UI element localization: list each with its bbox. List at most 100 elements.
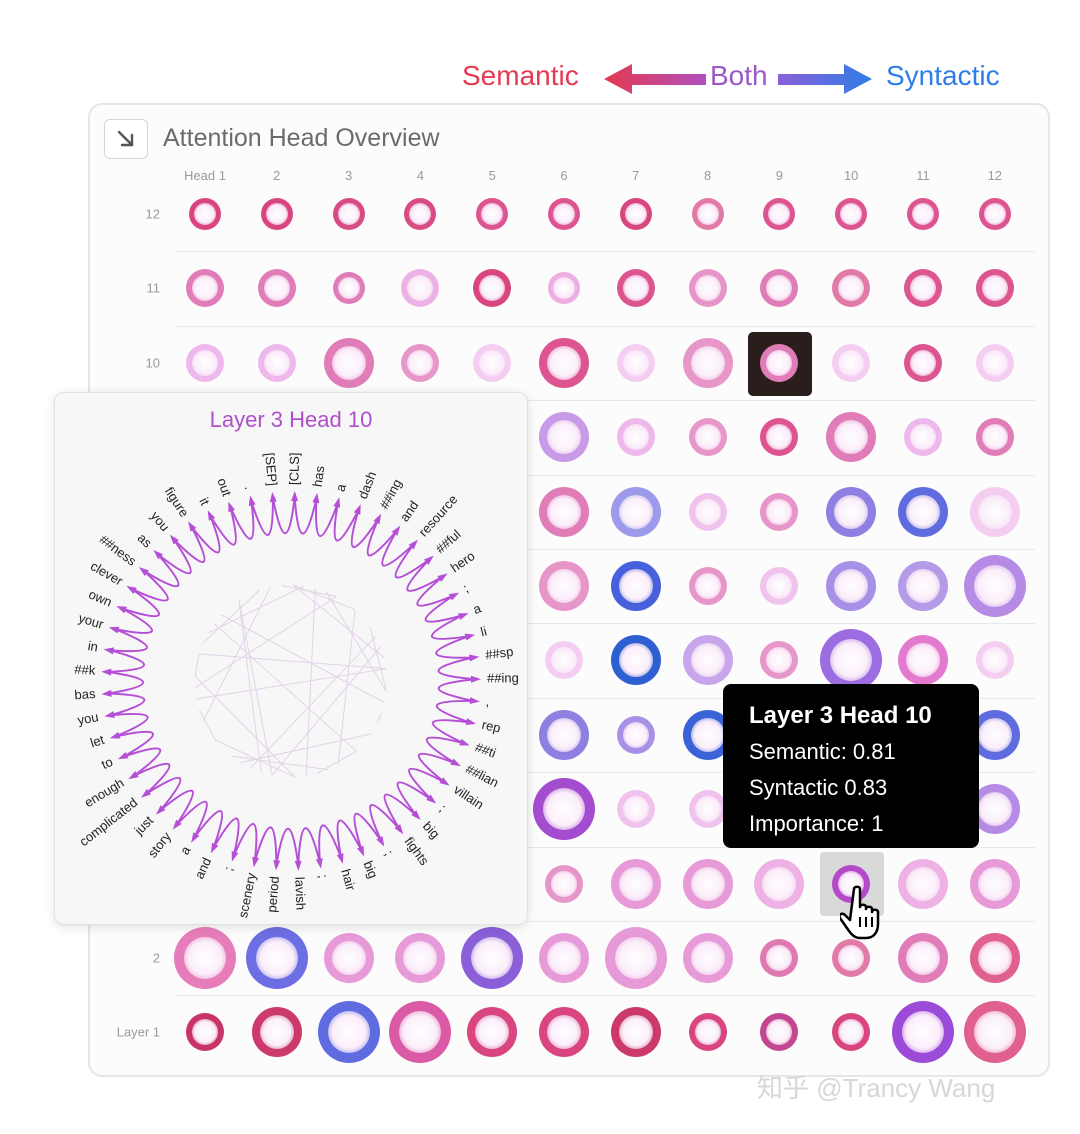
attention-head-glyph[interactable] bbox=[539, 337, 589, 388]
attention-head-glyph[interactable] bbox=[539, 561, 589, 611]
attention-head-glyph[interactable] bbox=[245, 927, 308, 989]
attention-head-glyph[interactable] bbox=[548, 272, 580, 305]
attention-head-glyph[interactable] bbox=[904, 343, 942, 382]
attention-head-glyph[interactable] bbox=[763, 198, 796, 230]
attention-head-glyph[interactable] bbox=[619, 198, 652, 230]
attention-head-glyph[interactable] bbox=[257, 343, 296, 382]
attention-head-glyph[interactable] bbox=[969, 784, 1020, 835]
attention-head-glyph[interactable] bbox=[975, 641, 1014, 680]
attention-head-glyph[interactable] bbox=[539, 412, 589, 463]
attention-head-glyph[interactable] bbox=[688, 418, 727, 457]
attention-head-glyph[interactable] bbox=[904, 418, 942, 457]
attention-head-glyph[interactable] bbox=[898, 561, 948, 611]
attention-head-glyph[interactable] bbox=[760, 641, 799, 680]
attention-head-glyph[interactable] bbox=[476, 198, 509, 230]
attention-head-glyph[interactable] bbox=[610, 561, 661, 611]
attention-head-glyph[interactable] bbox=[832, 939, 871, 977]
attention-head-glyph[interactable] bbox=[963, 555, 1026, 617]
attention-head-glyph[interactable] bbox=[820, 629, 883, 692]
attention-head-glyph[interactable] bbox=[682, 635, 733, 686]
attention-head-glyph[interactable] bbox=[907, 198, 939, 230]
attention-head-glyph[interactable] bbox=[826, 561, 877, 611]
attention-head-glyph[interactable] bbox=[832, 269, 871, 308]
attention-head-glyph[interactable] bbox=[539, 933, 589, 983]
attention-head-glyph[interactable] bbox=[688, 567, 727, 605]
attention-head-glyph[interactable] bbox=[754, 858, 805, 909]
attention-head-glyph[interactable] bbox=[892, 1001, 954, 1064]
attention-head-glyph[interactable] bbox=[760, 418, 799, 457]
attention-head-glyph[interactable] bbox=[688, 1013, 727, 1052]
attention-head-glyph[interactable] bbox=[323, 337, 374, 388]
attention-head-glyph[interactable] bbox=[760, 343, 799, 382]
attention-head-glyph[interactable] bbox=[401, 269, 440, 308]
attention-head-glyph[interactable] bbox=[473, 343, 512, 382]
attention-head-glyph[interactable] bbox=[616, 269, 655, 308]
attention-head-glyph[interactable] bbox=[682, 933, 733, 983]
attention-head-glyph[interactable] bbox=[898, 933, 948, 983]
attention-head-glyph[interactable] bbox=[760, 269, 799, 308]
attention-head-glyph[interactable] bbox=[186, 269, 224, 308]
attention-head-glyph[interactable] bbox=[467, 1007, 518, 1058]
attention-head-glyph[interactable] bbox=[682, 858, 733, 909]
attention-head-glyph[interactable] bbox=[539, 486, 589, 537]
attention-head-glyph[interactable] bbox=[832, 343, 871, 382]
attention-head-glyph[interactable] bbox=[189, 198, 221, 230]
attention-head-glyph[interactable] bbox=[963, 1001, 1026, 1064]
attention-head-glyph[interactable] bbox=[682, 337, 733, 388]
attention-head-glyph[interactable] bbox=[610, 486, 661, 537]
attention-head-glyph[interactable] bbox=[616, 790, 655, 829]
attention-head-glyph[interactable] bbox=[691, 198, 724, 230]
attention-head-glyph[interactable] bbox=[688, 790, 727, 829]
attention-head-glyph[interactable] bbox=[257, 269, 296, 308]
attention-head-glyph[interactable] bbox=[610, 858, 661, 909]
attention-head-glyph[interactable] bbox=[898, 858, 948, 909]
attention-head-glyph[interactable] bbox=[760, 567, 799, 605]
attention-head-glyph[interactable] bbox=[539, 1007, 589, 1058]
attention-head-glyph[interactable] bbox=[260, 198, 293, 230]
attention-head-glyph[interactable] bbox=[832, 1013, 871, 1052]
attention-head-glyph[interactable] bbox=[826, 486, 877, 537]
attention-head-glyph[interactable] bbox=[323, 933, 374, 983]
attention-head-glyph[interactable] bbox=[688, 492, 727, 531]
attention-head-glyph[interactable] bbox=[545, 864, 583, 903]
attention-head-glyph[interactable] bbox=[473, 269, 512, 308]
collapse-button[interactable] bbox=[104, 119, 148, 159]
attention-head-glyph[interactable] bbox=[404, 198, 437, 230]
attention-head-glyph[interactable] bbox=[401, 343, 440, 382]
attention-head-glyph[interactable] bbox=[616, 343, 655, 382]
attention-head-glyph[interactable] bbox=[898, 486, 948, 537]
attention-head-glyph[interactable] bbox=[616, 715, 655, 754]
attention-head-glyph[interactable] bbox=[186, 343, 224, 382]
attention-head-glyph[interactable] bbox=[317, 1001, 380, 1064]
attention-head-glyph[interactable] bbox=[975, 269, 1014, 308]
attention-head-glyph[interactable] bbox=[604, 927, 667, 989]
attention-head-glyph[interactable] bbox=[332, 272, 365, 305]
attention-head-glyph[interactable] bbox=[389, 1001, 452, 1064]
attention-head-glyph[interactable] bbox=[975, 343, 1014, 382]
attention-head-glyph[interactable] bbox=[688, 269, 727, 308]
attention-head-glyph[interactable] bbox=[545, 641, 583, 680]
attention-head-glyph[interactable] bbox=[461, 927, 524, 989]
attention-head-glyph[interactable] bbox=[969, 858, 1020, 909]
attention-head-glyph[interactable] bbox=[978, 198, 1011, 230]
attention-head-glyph[interactable] bbox=[539, 709, 589, 760]
attention-head-glyph[interactable] bbox=[616, 418, 655, 457]
attention-head-glyph[interactable] bbox=[898, 635, 948, 686]
attention-head-glyph[interactable] bbox=[395, 933, 446, 983]
attention-head-glyph[interactable] bbox=[186, 1013, 224, 1052]
attention-head-glyph[interactable] bbox=[251, 1007, 302, 1058]
attention-head-glyph[interactable] bbox=[760, 939, 799, 977]
attention-head-glyph[interactable] bbox=[969, 933, 1020, 983]
attention-head-glyph[interactable] bbox=[760, 492, 799, 531]
attention-head-glyph[interactable] bbox=[826, 412, 877, 463]
attention-head-glyph[interactable] bbox=[533, 778, 595, 841]
attention-head-glyph[interactable] bbox=[548, 198, 580, 230]
attention-head-glyph[interactable] bbox=[760, 1013, 799, 1052]
attention-head-glyph[interactable] bbox=[975, 418, 1014, 457]
attention-head-glyph[interactable] bbox=[174, 927, 236, 989]
attention-head-glyph[interactable] bbox=[969, 486, 1020, 537]
attention-head-glyph[interactable] bbox=[904, 269, 942, 308]
attention-head-glyph[interactable] bbox=[835, 198, 868, 230]
attention-head-glyph[interactable] bbox=[610, 1007, 661, 1058]
attention-head-glyph[interactable] bbox=[610, 635, 661, 686]
